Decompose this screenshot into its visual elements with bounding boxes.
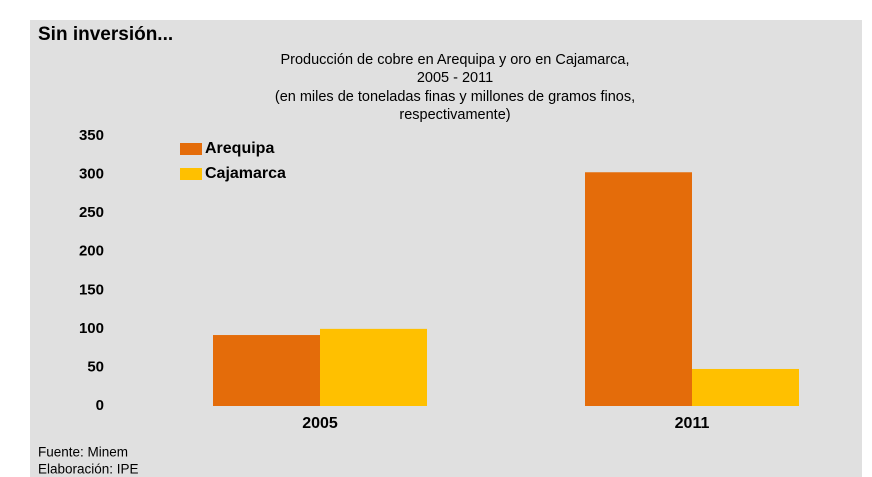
x-tick-label: 2005 (302, 415, 338, 432)
footer: Fuente: Minem (38, 445, 128, 460)
subtitle: (en miles de toneladas finas y millones … (275, 89, 635, 105)
y-tick-label: 350 (79, 127, 104, 144)
y-tick-label: 50 (87, 358, 104, 375)
footer: Elaboración: IPE (38, 462, 139, 477)
y-tick-label: 150 (79, 281, 104, 298)
bar (320, 328, 427, 406)
legend-swatch (180, 143, 202, 155)
subtitle: 2005 - 2011 (417, 70, 493, 86)
bar (585, 172, 692, 406)
y-tick-label: 100 (79, 320, 104, 337)
x-tick-label: 2011 (675, 415, 710, 432)
bar (692, 368, 799, 406)
y-tick-label: 0 (96, 397, 104, 414)
subtitle: respectivamente) (399, 107, 510, 123)
bar (213, 335, 320, 406)
subtitle: Producción de cobre en Arequipa y oro en… (280, 52, 629, 68)
chart-title: Sin inversión... (38, 24, 173, 45)
y-tick-label: 200 (79, 243, 104, 260)
legend-swatch (180, 168, 202, 180)
y-tick-label: 300 (79, 166, 104, 183)
legend-label: Cajamarca (205, 165, 286, 182)
y-tick-label: 250 (79, 204, 104, 221)
legend-label: Arequipa (205, 140, 274, 157)
